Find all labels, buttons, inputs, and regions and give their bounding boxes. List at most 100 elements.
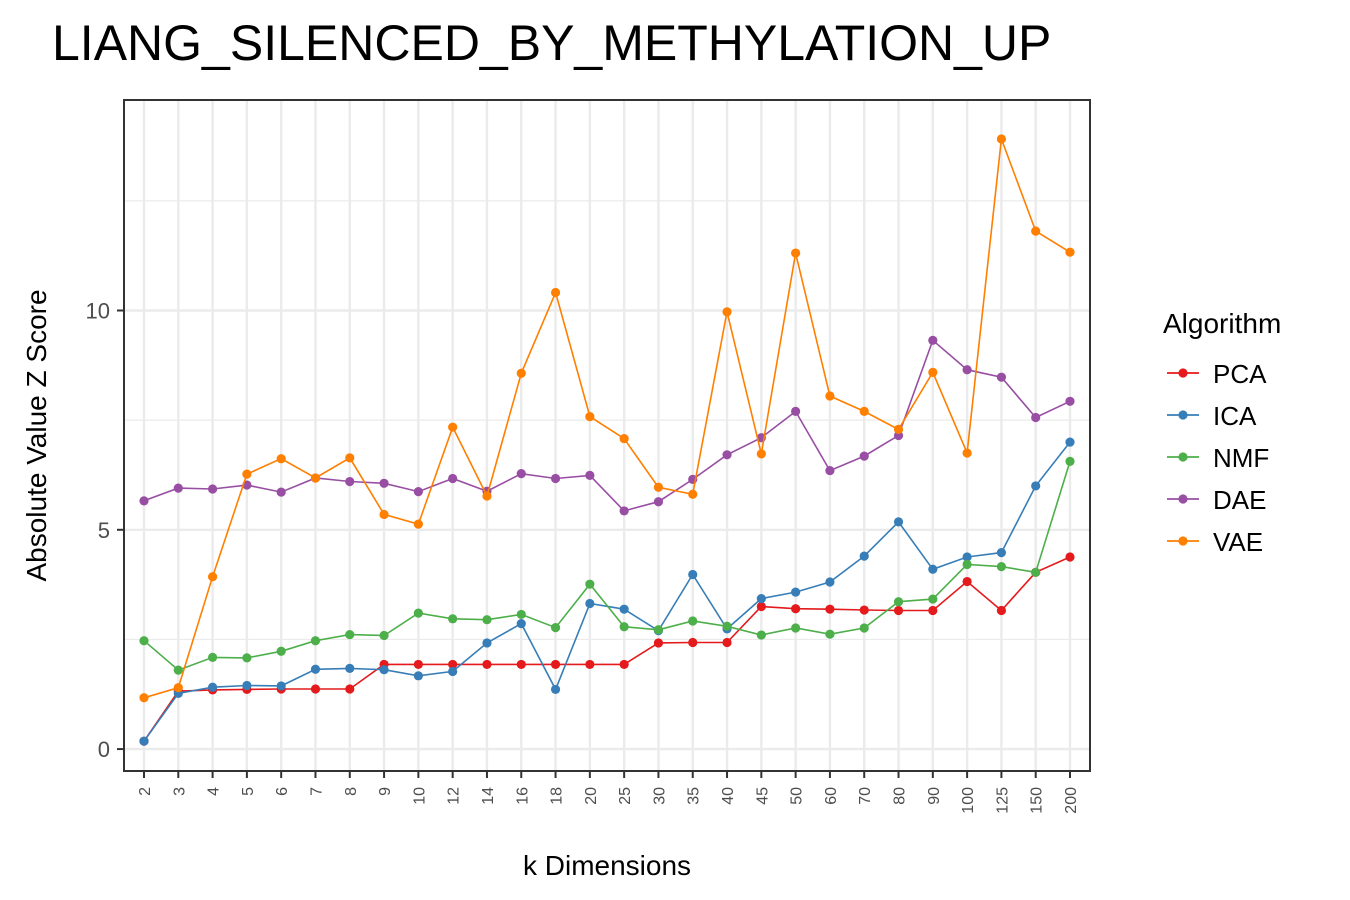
x-tick-label: 90 <box>926 787 943 805</box>
data-point-vae <box>791 248 801 258</box>
legend-key-point <box>1178 368 1188 378</box>
legend-item-pca: PCA <box>1167 359 1267 389</box>
x-tick-label: 14 <box>480 787 497 805</box>
data-point-ica <box>550 684 561 695</box>
legend-label: VAE <box>1213 527 1263 557</box>
data-point-nmf <box>173 665 183 675</box>
x-tick-label: 150 <box>1029 787 1046 814</box>
legend-label: PCA <box>1213 359 1267 389</box>
data-point-pca <box>893 605 904 616</box>
data-point-vae <box>688 489 698 499</box>
legend-item-dae: DAE <box>1167 485 1266 515</box>
x-tick-label: 9 <box>377 787 394 796</box>
data-point-nmf <box>448 614 458 624</box>
data-point-ica <box>482 638 492 648</box>
data-point-nmf <box>722 621 732 631</box>
data-point-vae <box>825 391 835 401</box>
x-tick-label: 10 <box>411 787 428 805</box>
x-tick-label: 2 <box>137 787 154 796</box>
data-point-ica <box>448 666 458 677</box>
legend-title: Algorithm <box>1163 308 1281 339</box>
data-point-ica <box>996 547 1007 558</box>
y-tick-label: 10 <box>86 299 110 324</box>
x-tick-label: 125 <box>994 787 1011 814</box>
data-point-pca <box>859 605 869 615</box>
data-point-pca <box>996 605 1007 616</box>
x-tick-label: 18 <box>549 787 566 805</box>
series-nmf <box>139 456 1075 675</box>
series-vae <box>139 134 1075 703</box>
data-point-ica <box>825 577 835 587</box>
x-tick-label: 4 <box>206 787 223 796</box>
data-point-nmf <box>207 652 218 663</box>
data-point-vae <box>516 368 526 378</box>
x-tick-label: 20 <box>583 787 600 805</box>
data-point-ica <box>207 682 218 692</box>
data-point-ica <box>791 587 801 597</box>
data-point-dae <box>928 335 938 345</box>
data-point-dae <box>139 496 149 506</box>
data-point-vae <box>859 406 869 416</box>
data-point-pca <box>756 601 766 612</box>
data-point-vae <box>893 424 904 434</box>
x-tick-label: 60 <box>823 787 840 805</box>
data-point-vae <box>756 449 766 459</box>
data-point-vae <box>1065 247 1075 257</box>
data-point-vae <box>722 307 732 317</box>
data-point-pca <box>653 638 664 648</box>
data-point-dae <box>825 465 835 476</box>
y-tick-label: 0 <box>98 737 110 762</box>
legend-key-point <box>1178 410 1188 420</box>
data-point-pca <box>310 684 321 694</box>
x-tick-label: 100 <box>960 787 977 814</box>
data-point-nmf <box>413 608 423 618</box>
grid-lines <box>124 100 1090 771</box>
data-point-ica <box>345 663 355 673</box>
data-point-dae <box>1031 412 1041 423</box>
data-point-ica <box>413 671 423 681</box>
data-point-dae <box>585 470 595 481</box>
series-line-pca <box>143 556 1071 742</box>
plot-panel-border <box>123 99 1091 772</box>
data-point-nmf <box>756 630 766 640</box>
data-point-vae <box>310 473 321 483</box>
data-point-dae <box>207 484 218 494</box>
data-point-ica <box>619 604 629 614</box>
x-tick-label: 45 <box>754 787 771 805</box>
x-tick-label: 50 <box>789 787 806 805</box>
data-point-ica <box>585 598 595 609</box>
data-point-vae <box>928 367 938 377</box>
data-point-nmf <box>653 625 664 635</box>
x-tick-label: 7 <box>308 787 325 796</box>
data-point-dae <box>345 476 355 487</box>
x-tick-label: 80 <box>892 787 909 805</box>
data-point-pca <box>585 659 595 670</box>
data-point-pca <box>413 659 423 670</box>
series-line-dae <box>143 338 1071 512</box>
data-point-pca <box>791 604 801 614</box>
x-tick-label: 70 <box>857 787 874 805</box>
plot-panel <box>124 100 1090 771</box>
legend-item-vae: VAE <box>1167 527 1263 557</box>
series-dae <box>139 335 1075 516</box>
data-point-vae <box>448 422 458 432</box>
data-point-nmf <box>1065 456 1075 466</box>
data-point-dae <box>1065 396 1075 406</box>
data-point-dae <box>550 473 561 484</box>
data-point-dae <box>379 478 389 488</box>
data-point-pca <box>516 659 526 670</box>
x-tick-label: 5 <box>240 787 257 796</box>
data-point-ica <box>893 517 904 527</box>
data-point-ica <box>756 594 766 604</box>
y-tick-label: 5 <box>98 518 110 543</box>
data-point-nmf <box>242 653 252 663</box>
legend-key-point <box>1178 536 1188 546</box>
legend-item-nmf: NMF <box>1167 443 1269 473</box>
data-point-vae <box>242 469 252 479</box>
data-point-pca <box>482 659 492 670</box>
series-layer <box>139 134 1075 746</box>
data-point-dae <box>859 451 869 461</box>
x-tick-label: 25 <box>617 787 634 805</box>
data-point-pca <box>962 576 972 587</box>
